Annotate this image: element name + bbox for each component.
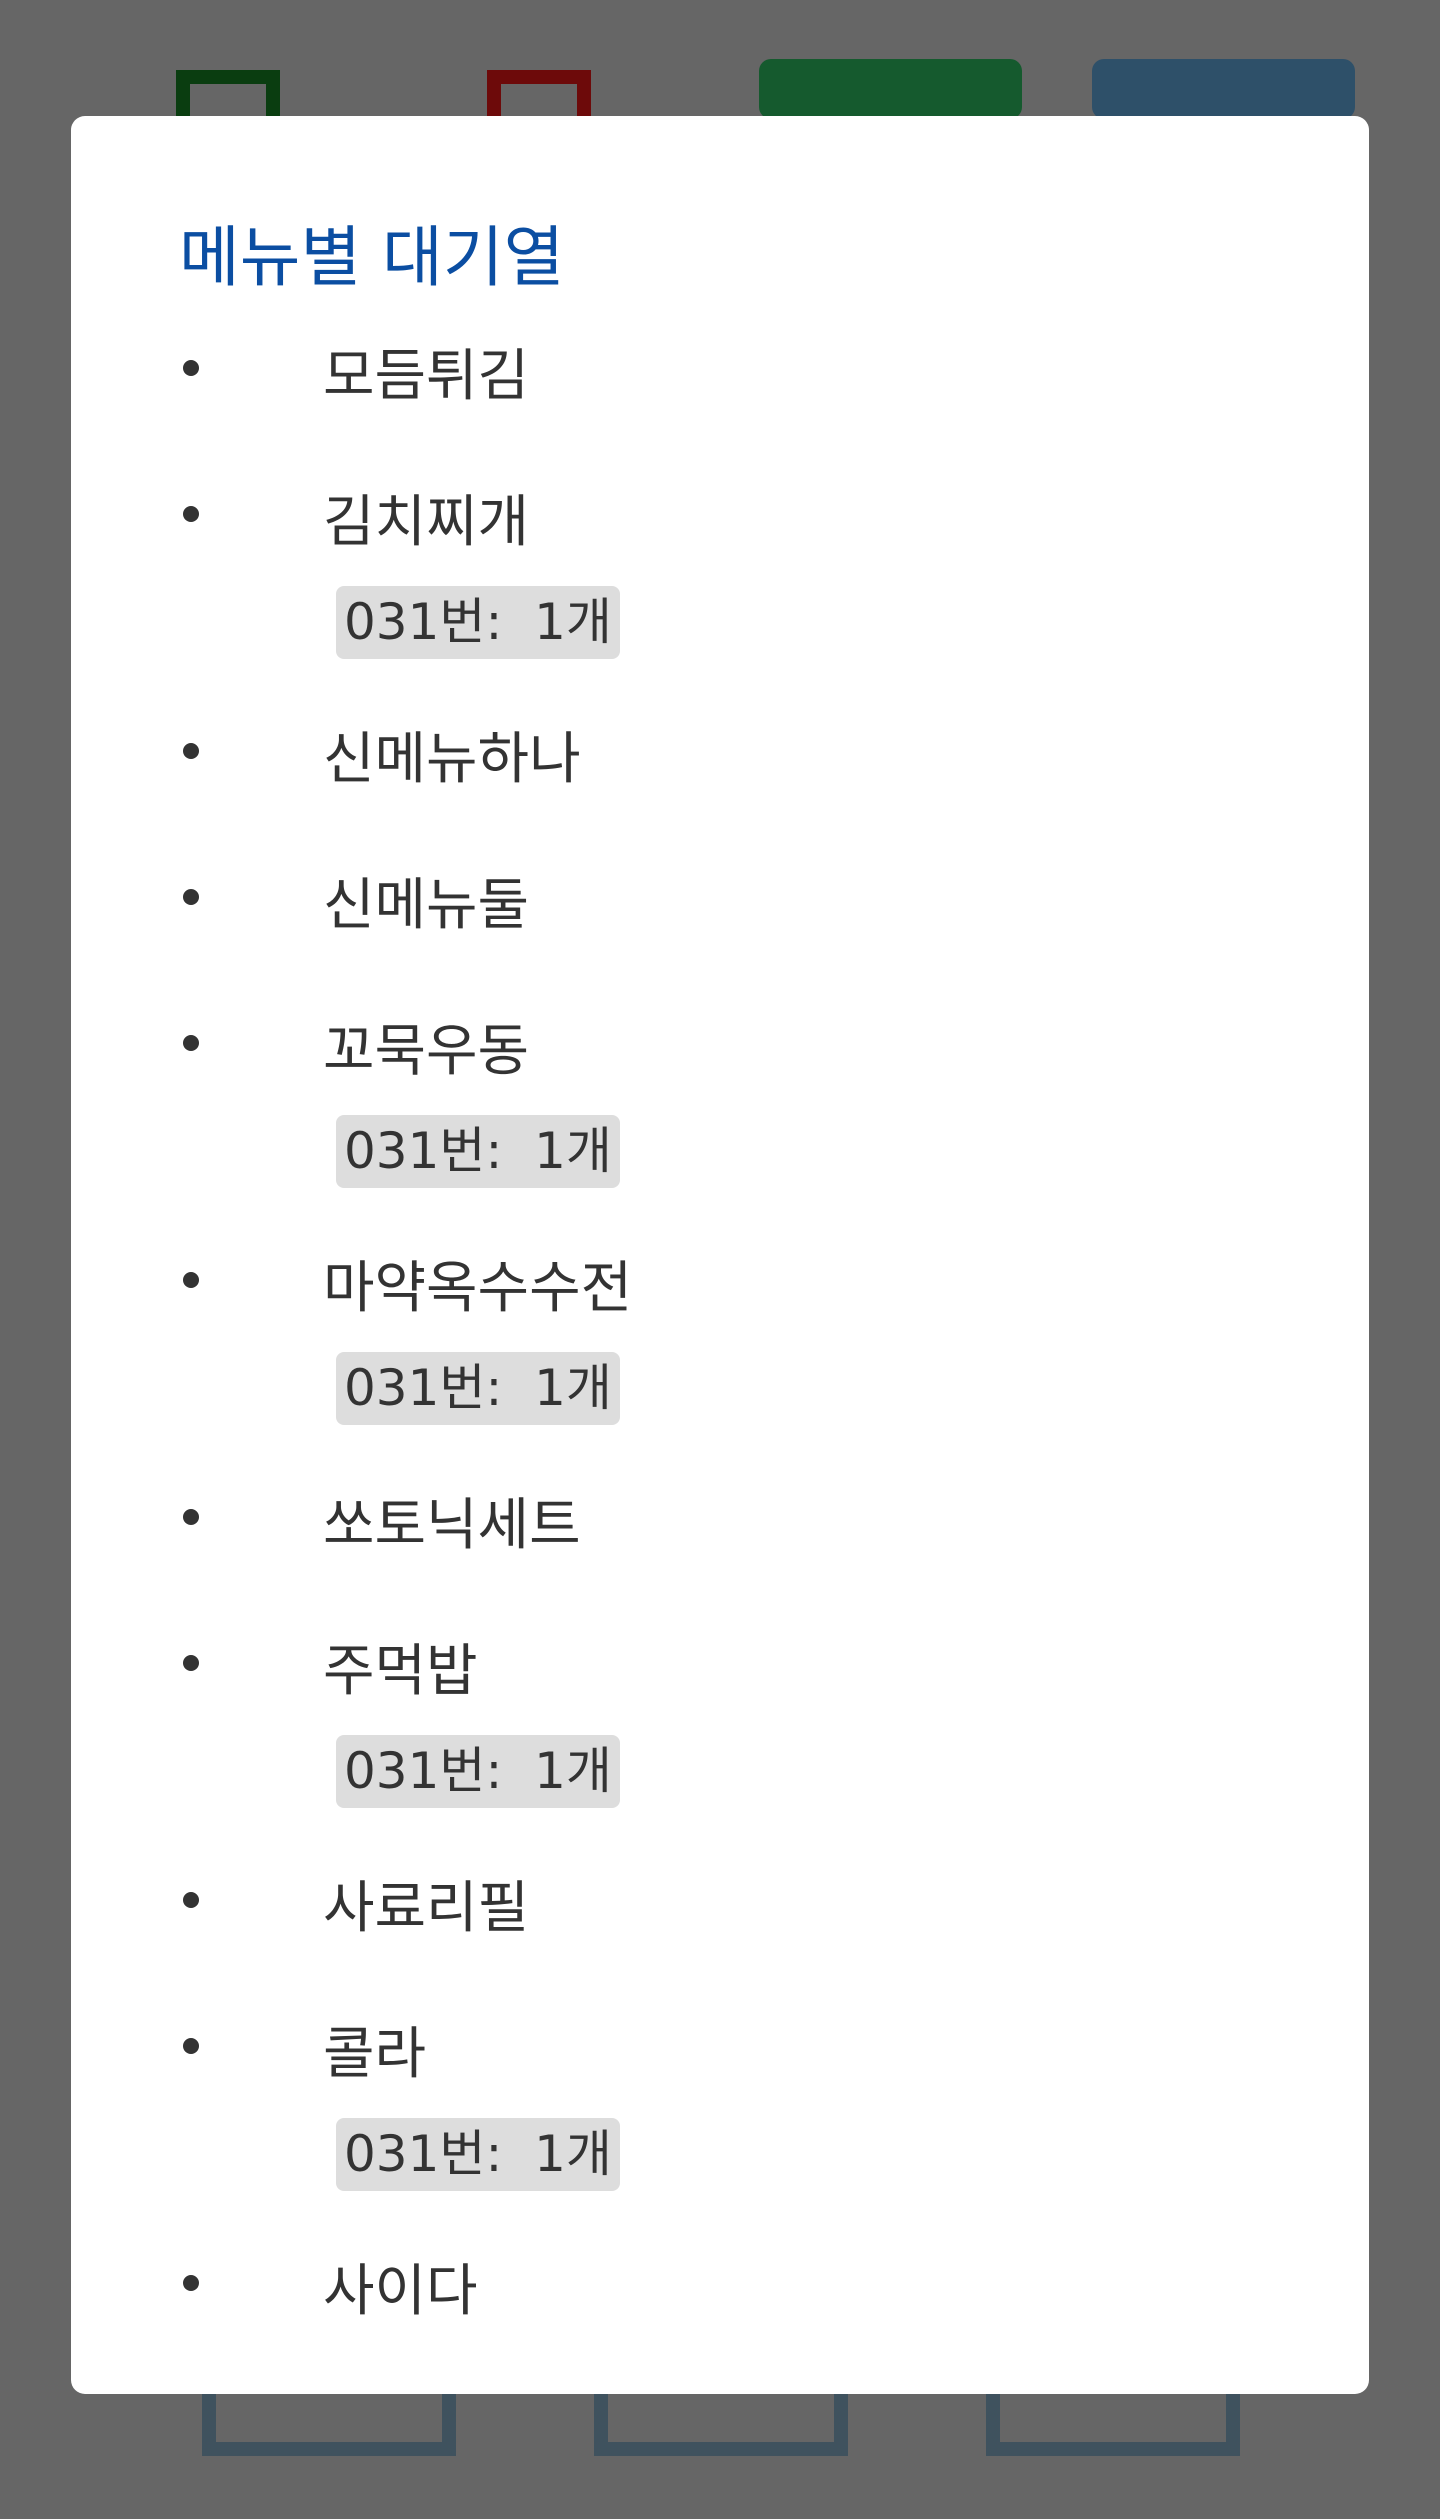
order-queue-badge: 031번: 1개 — [336, 2118, 620, 2191]
bullet-icon — [183, 1272, 199, 1288]
order-queue-badge: 031번: 1개 — [336, 1735, 620, 1808]
order-quantity: 1개 — [534, 593, 612, 651]
menu-queue-item: 신메뉴둘 — [179, 861, 1369, 951]
menu-name: 신메뉴하나 — [323, 727, 581, 792]
menu-queue-item: 사이다 — [179, 2247, 1369, 2337]
menu-queue-item: 모듬튀김 — [179, 332, 1369, 422]
order-quantity: 1개 — [534, 1359, 612, 1417]
menu-name: 꼬묵우동 — [323, 1019, 530, 1084]
bullet-icon — [183, 506, 199, 522]
menu-name: 콜라 — [323, 2022, 427, 2087]
menu-queue-item: 사료리필 — [179, 1864, 1369, 1954]
bullet-icon — [183, 2275, 199, 2291]
order-queue-badge: 031번: 1개 — [336, 1352, 620, 1425]
order-number: 031번 — [344, 1122, 486, 1180]
background-green-button — [759, 59, 1022, 119]
background-blue-button — [1092, 59, 1355, 119]
bullet-icon — [183, 1892, 199, 1908]
order-queue-badge: 031번: 1개 — [336, 1115, 620, 1188]
menu-queue-item: 콜라 031번: 1개 — [179, 2010, 1369, 2191]
bullet-icon — [183, 360, 199, 376]
menu-queue-item: 신메뉴하나 — [179, 715, 1369, 805]
menu-name: 마약옥수수전 — [323, 1256, 633, 1321]
order-number: 031번 — [344, 1742, 486, 1800]
bullet-icon — [183, 1655, 199, 1671]
order-quantity: 1개 — [534, 1742, 612, 1800]
menu-name: 주먹밥 — [323, 1639, 478, 1704]
order-quantity: 1개 — [534, 2125, 612, 2183]
menu-queue-modal[interactable]: 메뉴별 대기열 모듬튀김 김치찌개 031번: 1개 신메뉴하나 신메뉴둘 꼬묵우동 031… — [71, 116, 1369, 2394]
menu-name: 사이다 — [323, 2259, 478, 2324]
bullet-icon — [183, 1035, 199, 1051]
menu-queue-list: 모듬튀김 김치찌개 031번: 1개 신메뉴하나 신메뉴둘 꼬묵우동 031번: 1개 마약옥… — [179, 332, 1369, 2337]
bullet-icon — [183, 889, 199, 905]
order-queue-badge: 031번: 1개 — [336, 586, 620, 659]
menu-name: 신메뉴둘 — [323, 873, 530, 938]
menu-queue-item: 꼬묵우동 031번: 1개 — [179, 1007, 1369, 1188]
menu-queue-item: 쏘토닉세트 — [179, 1481, 1369, 1571]
order-number: 031번 — [344, 1359, 486, 1417]
modal-title: 메뉴별 대기열 — [179, 219, 565, 296]
bullet-icon — [183, 1509, 199, 1525]
menu-queue-item: 마약옥수수전 031번: 1개 — [179, 1244, 1369, 1425]
menu-name: 사료리필 — [323, 1876, 530, 1941]
bullet-icon — [183, 2038, 199, 2054]
bullet-icon — [183, 743, 199, 759]
menu-name: 쏘토닉세트 — [323, 1493, 581, 1558]
menu-queue-item: 김치찌개 031번: 1개 — [179, 478, 1369, 659]
order-quantity: 1개 — [534, 1122, 612, 1180]
menu-name: 모듬튀김 — [323, 344, 530, 409]
menu-queue-item: 주먹밥 031번: 1개 — [179, 1627, 1369, 1808]
order-number: 031번 — [344, 593, 486, 651]
menu-name: 김치찌개 — [323, 490, 530, 555]
order-number: 031번 — [344, 2125, 486, 2183]
